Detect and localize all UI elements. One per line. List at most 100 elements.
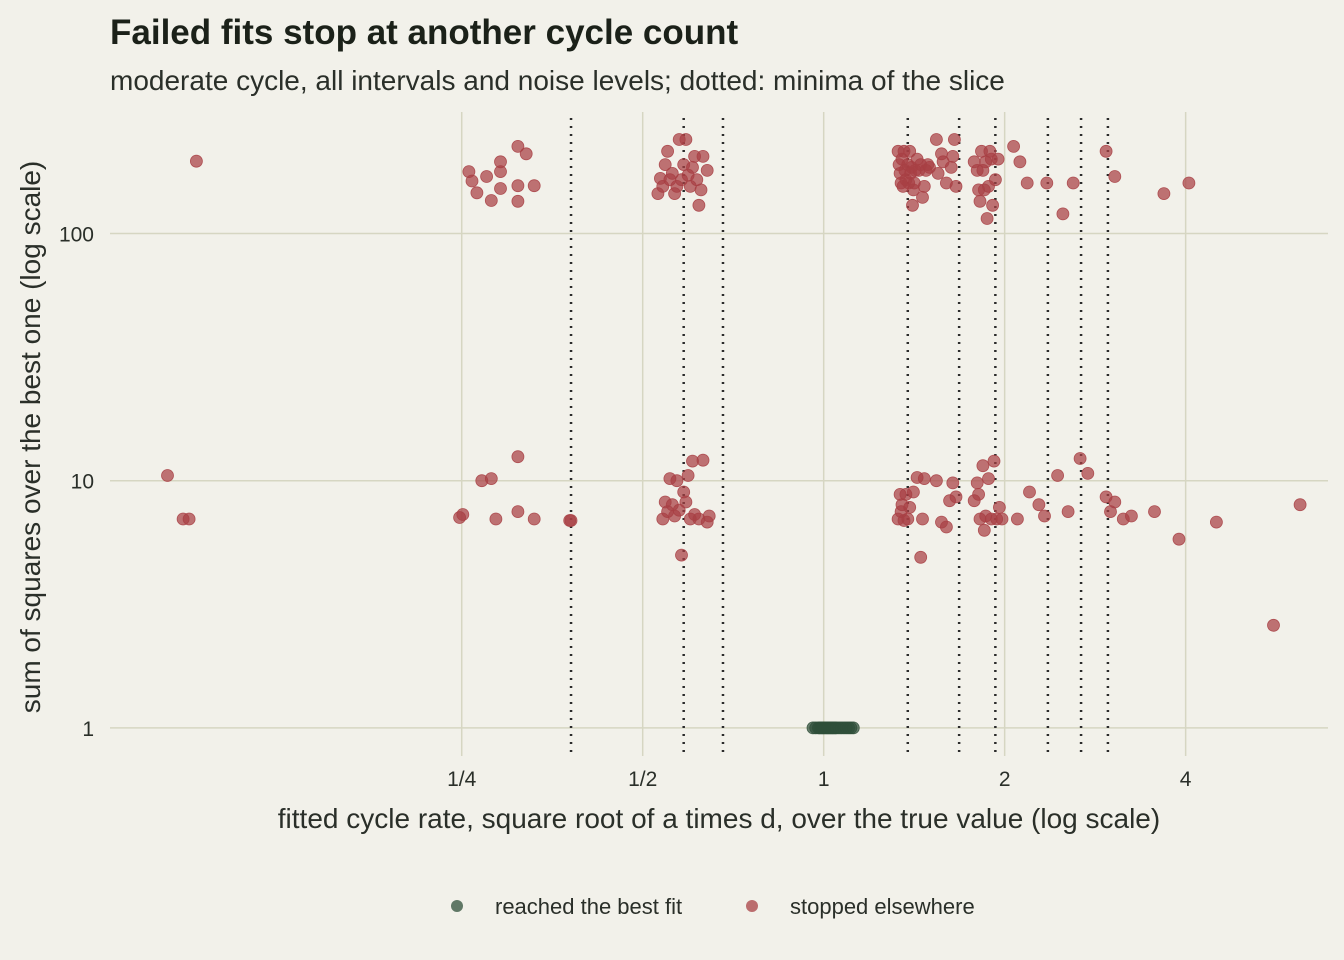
legend-label-stopped: stopped elsewhere (790, 894, 975, 919)
point-stopped-elsewhere (1172, 532, 1186, 546)
point-stopped-elsewhere (973, 194, 987, 208)
point-stopped-elsewhere (511, 139, 525, 153)
point-stopped-elsewhere (484, 194, 498, 207)
point-stopped-elsewhere (696, 453, 710, 467)
point-stopped-elsewhere (480, 170, 494, 183)
point-stopped-elsewhere (1125, 509, 1138, 523)
point-stopped-elsewhere (980, 212, 994, 225)
point-stopped-elsewhere (976, 459, 990, 473)
y-tick-label: 1 (82, 718, 94, 741)
gridlines (110, 112, 1328, 756)
point-stopped-elsewhere (484, 472, 498, 486)
legend-marker-stopped (746, 900, 758, 912)
legend-marker-best-fit (451, 900, 463, 912)
point-stopped-elsewhere (686, 160, 699, 174)
point-stopped-elsewhere (917, 472, 931, 486)
point-stopped-elsewhere (1081, 466, 1095, 480)
point-stopped-elsewhere (930, 474, 943, 488)
x-tick-label: 4 (1180, 768, 1192, 791)
point-stopped-elsewhere (944, 160, 958, 174)
point-stopped-elsewhere (1032, 498, 1046, 512)
point-stopped-elsewhere (456, 508, 470, 521)
point-stopped-elsewhere (914, 550, 928, 564)
point-stopped-elsewhere (1040, 176, 1054, 190)
point-stopped-elsewhere (948, 133, 961, 146)
chart-title: Failed fits stop at another cycle count (110, 13, 739, 52)
x-tick-label: 1 (818, 768, 830, 791)
point-stopped-elsewhere (665, 166, 679, 180)
tick-labels: 1/4 1/2 1 2 4 1 10 100 (59, 223, 1192, 791)
point-stopped-elsewhere (907, 485, 920, 499)
point-stopped-elsewhere (527, 179, 541, 193)
point-stopped-elsewhere (987, 454, 1001, 468)
data-points (161, 133, 1307, 735)
point-stopped-elsewhere (465, 174, 479, 188)
point-stopped-elsewhere (696, 149, 710, 163)
point-stopped-elsewhere (1066, 176, 1080, 190)
point-stopped-elsewhere (986, 198, 999, 212)
point-stopped-elsewhere (519, 147, 533, 161)
y-tick-label: 100 (59, 223, 94, 246)
point-stopped-elsewhere (982, 472, 995, 486)
point-stopped-elsewhere (692, 198, 706, 212)
point-stopped-elsewhere (949, 179, 963, 193)
point-stopped-elsewhere (1182, 176, 1196, 190)
point-stopped-elsewhere (182, 512, 196, 526)
y-axis-title: sum of squares over the best one (log sc… (15, 161, 46, 714)
point-stopped-elsewhere (700, 163, 714, 177)
point-stopped-elsewhere (903, 144, 917, 158)
point-stopped-elsewhere (658, 158, 672, 172)
point-stopped-elsewhere (564, 514, 578, 527)
point-stopped-elsewhere (972, 487, 985, 501)
point-stopped-elsewhere (906, 198, 919, 212)
legend-label-best-fit: reached the best fit (495, 894, 682, 919)
point-stopped-elsewhere (1011, 512, 1024, 526)
point-stopped-elsewhere (527, 512, 541, 526)
point-stopped-elsewhere (1099, 144, 1113, 158)
point-stopped-elsewhere (661, 144, 674, 158)
point-stopped-elsewhere (511, 179, 525, 193)
point-stopped-elsewhere (1056, 207, 1070, 221)
point-stopped-elsewhere (903, 500, 917, 514)
point-stopped-elsewhere (494, 182, 507, 195)
point-stopped-elsewhere (1020, 176, 1034, 190)
point-stopped-elsewhere (1007, 139, 1020, 153)
point-stopped-elsewhere (1148, 505, 1161, 519)
point-stopped-elsewhere (993, 500, 1006, 514)
x-tick-label: 2 (999, 768, 1011, 791)
point-stopped-elsewhere (1013, 155, 1027, 169)
point-stopped-elsewhere (1038, 509, 1051, 523)
point-stopped-elsewhere (511, 505, 525, 519)
point-stopped-elsewhere (1108, 170, 1122, 183)
point-stopped-elsewhere (1051, 469, 1064, 482)
point-stopped-elsewhere (670, 474, 684, 488)
point-stopped-elsewhere (189, 154, 203, 168)
point-stopped-elsewhere (931, 166, 945, 180)
point-stopped-elsewhere (1210, 515, 1223, 529)
legend: reached the best fit stopped elsewhere (451, 894, 975, 919)
point-stopped-elsewhere (1061, 505, 1075, 519)
point-stopped-elsewhere (1023, 485, 1036, 499)
point-stopped-elsewhere (916, 190, 929, 204)
x-tick-label: 1/2 (628, 768, 657, 791)
point-stopped-elsewhere (679, 495, 693, 509)
point-stopped-elsewhere (940, 520, 953, 534)
point-stopped-elsewhere (917, 179, 931, 193)
point-stopped-elsewhere (930, 133, 943, 146)
point-stopped-elsewhere (949, 490, 963, 504)
point-best-fit (846, 721, 860, 735)
point-stopped-elsewhere (1267, 618, 1280, 632)
point-stopped-elsewhere (1073, 452, 1087, 465)
point-stopped-elsewhere (977, 523, 991, 537)
minima-lines (569, 118, 1110, 756)
x-axis-title: fitted cycle rate, square root of a time… (278, 803, 1160, 834)
point-stopped-elsewhere (494, 165, 507, 179)
point-stopped-elsewhere (946, 476, 960, 490)
point-stopped-elsewhere (916, 512, 929, 526)
point-stopped-elsewhere (694, 183, 708, 197)
point-stopped-elsewhere (511, 194, 525, 208)
point-stopped-elsewhere (1293, 498, 1307, 512)
point-stopped-elsewhere (679, 133, 693, 146)
point-stopped-elsewhere (991, 152, 1005, 166)
